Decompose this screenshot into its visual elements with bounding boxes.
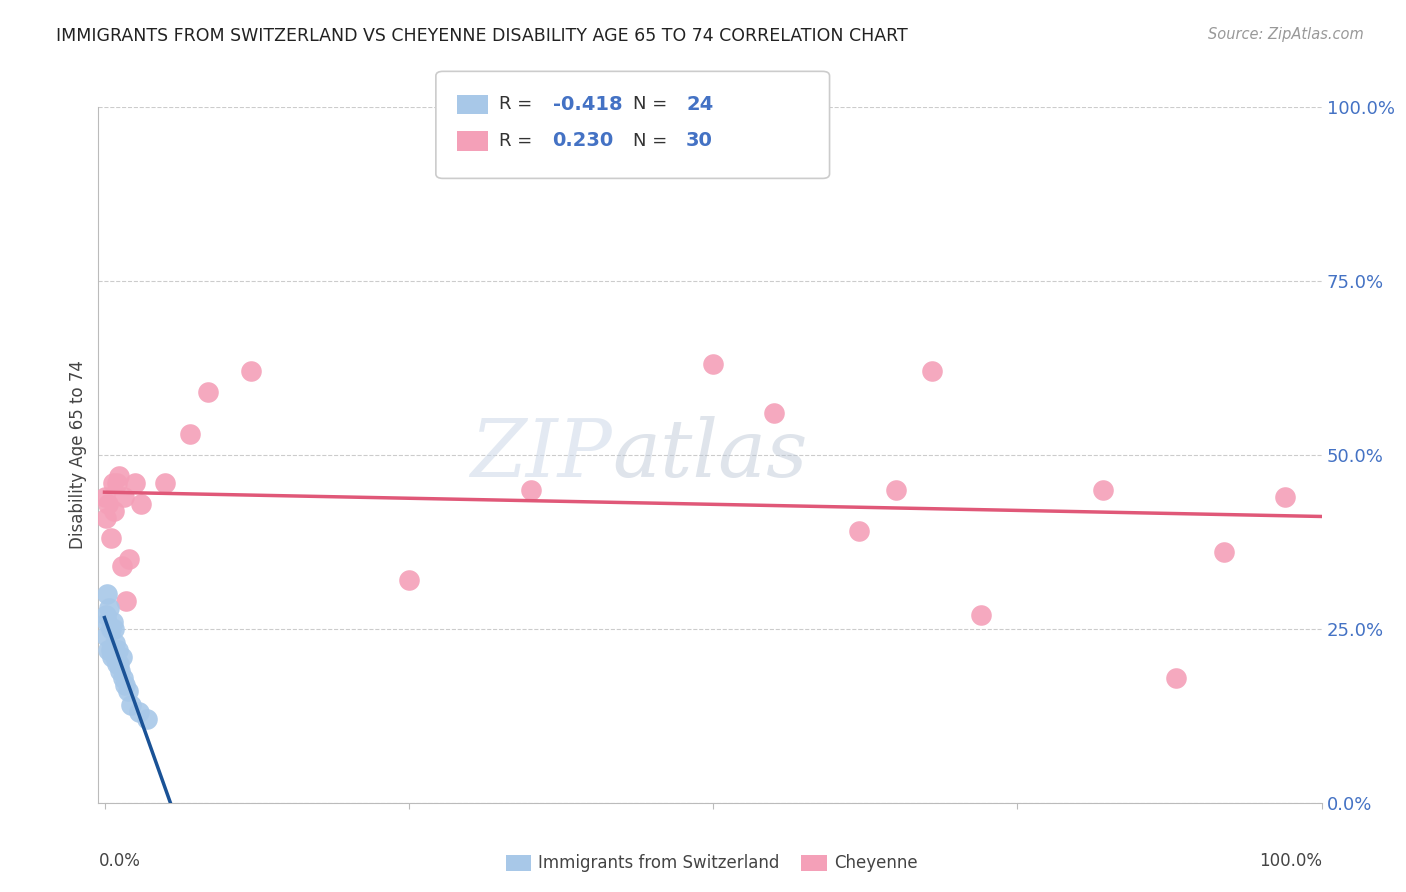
Point — [136, 712, 159, 726]
Text: ZIP: ZIP — [471, 417, 612, 493]
Point — [124, 475, 146, 490]
Point — [970, 607, 993, 622]
Text: 100.0%: 100.0% — [1258, 852, 1322, 870]
Point — [104, 649, 127, 664]
Point — [93, 490, 115, 504]
Point — [239, 364, 262, 378]
Point — [1213, 545, 1236, 559]
Point — [197, 385, 219, 400]
Point — [96, 615, 118, 629]
Point — [519, 483, 541, 497]
Point — [101, 649, 124, 664]
Point — [112, 490, 135, 504]
Text: N =: N = — [633, 132, 672, 150]
Point — [100, 642, 122, 657]
Point — [101, 475, 124, 490]
Point — [105, 475, 128, 490]
Text: 24: 24 — [686, 95, 713, 114]
Point — [97, 497, 120, 511]
Text: atlas: atlas — [612, 417, 807, 493]
Point — [98, 601, 121, 615]
Text: Cheyenne: Cheyenne — [834, 855, 917, 872]
Y-axis label: Disability Age 65 to 74: Disability Age 65 to 74 — [69, 360, 87, 549]
Text: -0.418: -0.418 — [553, 95, 623, 114]
Point — [921, 364, 943, 378]
Point — [884, 483, 907, 497]
Point — [104, 636, 127, 650]
Point — [155, 475, 177, 490]
Point — [103, 622, 125, 636]
Point — [94, 607, 117, 622]
Point — [118, 552, 141, 566]
Point — [117, 684, 139, 698]
Point — [128, 706, 150, 720]
Point — [702, 358, 724, 372]
Point — [398, 573, 420, 587]
Point — [110, 664, 132, 678]
Point — [115, 594, 138, 608]
Text: 30: 30 — [686, 131, 713, 151]
Text: 0.0%: 0.0% — [98, 852, 141, 870]
Point — [179, 427, 201, 442]
Point — [1091, 483, 1114, 497]
Point — [103, 503, 125, 517]
Point — [105, 657, 128, 671]
Point — [129, 497, 152, 511]
Point — [120, 698, 142, 713]
Text: IMMIGRANTS FROM SWITZERLAND VS CHEYENNE DISABILITY AGE 65 TO 74 CORRELATION CHAR: IMMIGRANTS FROM SWITZERLAND VS CHEYENNE … — [56, 27, 908, 45]
Point — [100, 532, 122, 546]
Point — [101, 615, 124, 629]
Point — [1164, 671, 1187, 685]
Text: Immigrants from Switzerland: Immigrants from Switzerland — [538, 855, 780, 872]
Point — [97, 642, 120, 657]
Point — [107, 642, 129, 657]
Point — [94, 629, 117, 643]
Text: N =: N = — [633, 95, 672, 113]
Point — [108, 468, 131, 483]
Point — [1274, 490, 1296, 504]
Point — [114, 677, 136, 691]
Point — [110, 649, 132, 664]
Text: 0.230: 0.230 — [553, 131, 614, 151]
Text: Source: ZipAtlas.com: Source: ZipAtlas.com — [1208, 27, 1364, 42]
Point — [100, 622, 122, 636]
Point — [762, 406, 785, 420]
Text: R =: R = — [499, 95, 538, 113]
Point — [110, 559, 132, 574]
Point — [111, 671, 134, 685]
Point — [96, 587, 118, 601]
Point — [94, 510, 117, 524]
Point — [848, 524, 870, 539]
Text: R =: R = — [499, 132, 538, 150]
Point — [108, 657, 131, 671]
